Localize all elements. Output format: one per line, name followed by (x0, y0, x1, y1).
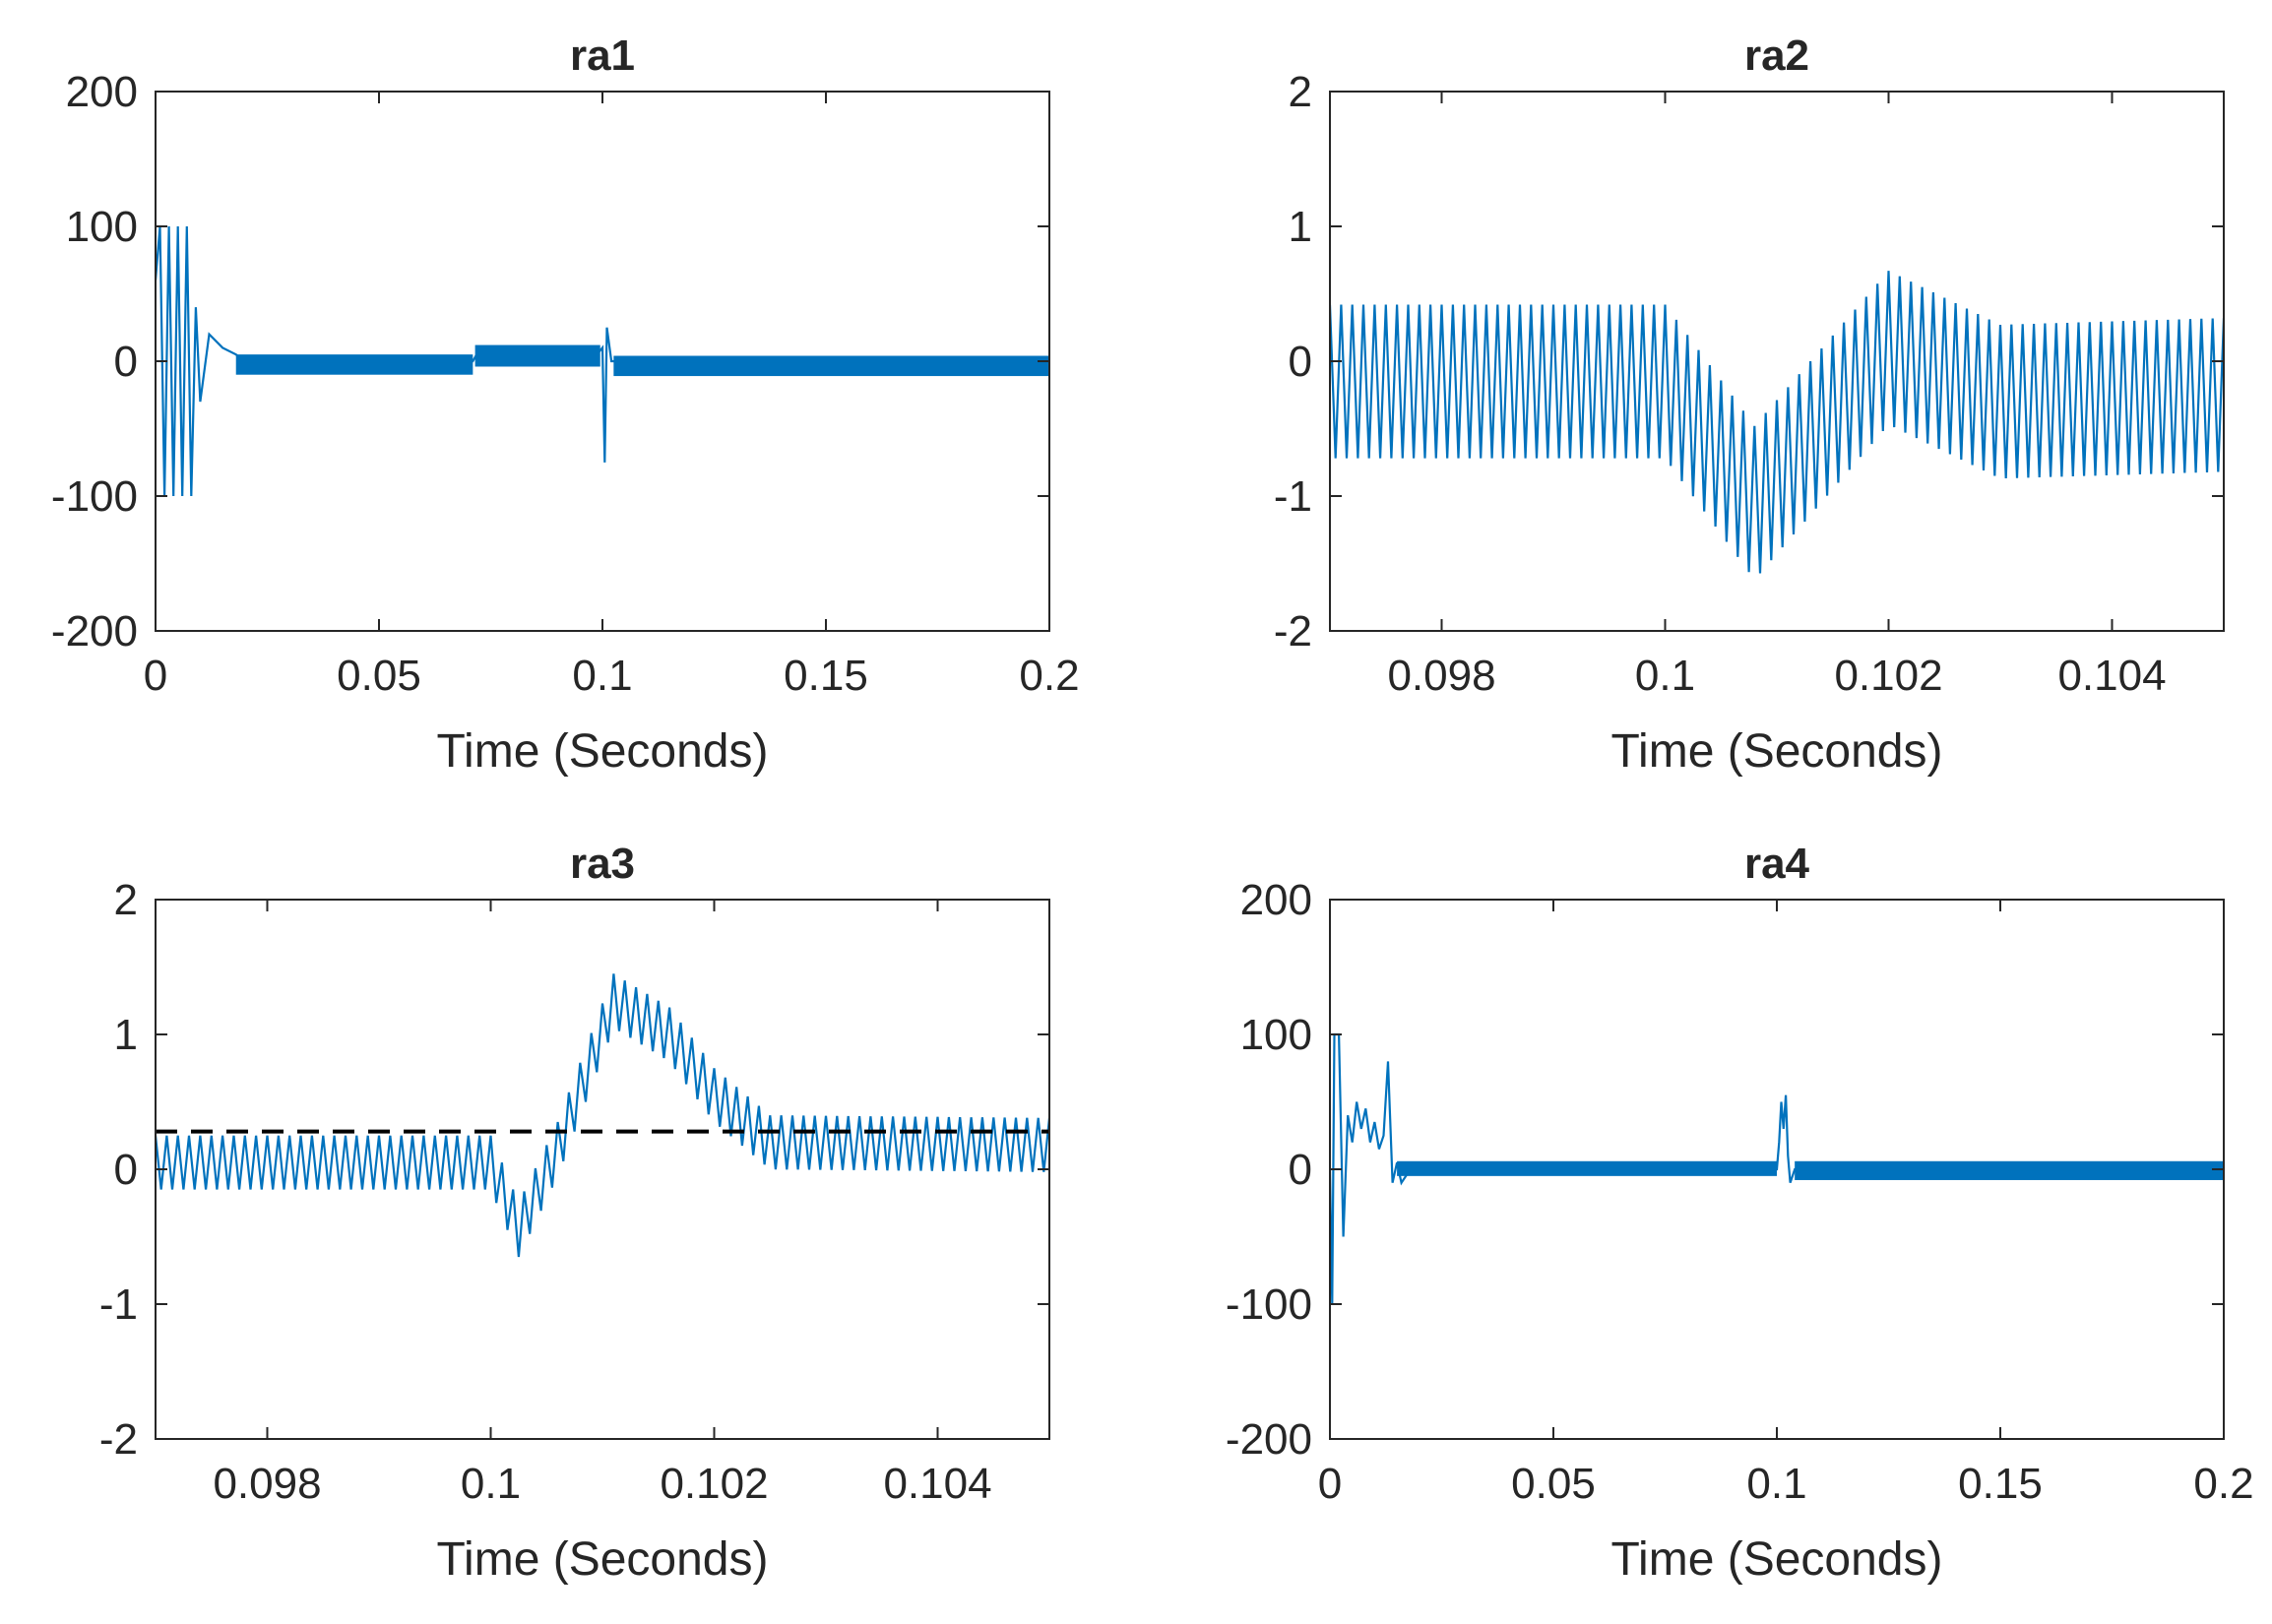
signal-band-1 (474, 344, 600, 367)
y-tick-label: -1 (1274, 472, 1312, 521)
y-tick-label: 200 (66, 68, 138, 116)
y-tick-label: -200 (51, 607, 138, 656)
series-line-ra3 (156, 973, 1049, 1258)
series-line-ra4 (1330, 1032, 2224, 1305)
y-tick-label: 200 (1240, 876, 1312, 924)
x-axis-label: Time (Seconds) (1611, 725, 1943, 778)
y-tick-label: 100 (1240, 1011, 1312, 1059)
x-tick-label: 0.104 (2057, 652, 2166, 700)
y-tick-label: 100 (66, 203, 138, 251)
series-line-ra2 (1330, 271, 2224, 574)
y-tick-label: -1 (99, 1280, 138, 1329)
x-axis-label: Time (Seconds) (437, 1533, 769, 1586)
x-tick-label: 0.2 (2193, 1460, 2253, 1508)
x-tick-label: 0.104 (883, 1460, 991, 1508)
y-tick-label: 2 (114, 876, 138, 924)
plot-content (1330, 1032, 2224, 1305)
signal-band-1 (1795, 1160, 2224, 1180)
y-tick-label: 0 (114, 338, 138, 386)
y-tick-label: -100 (51, 472, 138, 521)
chart-title: ra3 (570, 840, 635, 888)
y-tick-label: -2 (1274, 607, 1312, 656)
x-tick-label: 0.1 (1746, 1460, 1806, 1508)
x-tick-label: 0.2 (1019, 652, 1079, 700)
x-tick-label: 0.102 (1834, 652, 1942, 700)
y-tick-label: 0 (1289, 1146, 1312, 1194)
y-tick-label: 0 (1289, 338, 1312, 386)
x-tick-label: 0.15 (784, 652, 868, 700)
x-tick-label: 0.05 (1511, 1460, 1596, 1508)
plot-area (1330, 92, 2224, 631)
x-tick-label: 0.102 (660, 1460, 768, 1508)
y-tick-label: -200 (1226, 1415, 1312, 1464)
subplot-ra2: 2 1 0 -1 -2 0.098 0.1 0.102 0.104 ra2 Time (Second… (1274, 31, 2225, 778)
signal-band-2 (613, 355, 1049, 377)
x-axis-label: Time (Seconds) (1611, 1533, 1943, 1586)
chart-title: ra2 (1744, 31, 1809, 80)
x-axis-label: Time (Seconds) (437, 725, 769, 778)
y-tick-label: -2 (99, 1415, 138, 1464)
signal-band-0 (235, 354, 473, 375)
x-tick-label: 0.15 (1958, 1460, 2043, 1508)
x-tick-label: 0.098 (1387, 652, 1495, 700)
plot-content (1330, 271, 2224, 574)
plot-content (156, 973, 1049, 1258)
plot-area (156, 900, 1049, 1439)
x-tick-label: 0.1 (1635, 652, 1695, 700)
x-tick-label: 0 (144, 652, 167, 700)
chart-title: ra1 (570, 31, 635, 80)
subplot-ra3: 2 1 0 -1 -2 0.098 0.1 0.102 0.104 ra3 Time (Second… (99, 840, 1050, 1586)
y-tick-label: -100 (1226, 1280, 1312, 1329)
plot-content (156, 225, 1049, 497)
series-line-ra1 (156, 225, 1049, 497)
x-tick-label: 0.1 (461, 1460, 521, 1508)
chart-title: ra4 (1744, 840, 1810, 888)
y-tick-label: 1 (114, 1011, 138, 1059)
x-tick-label: 0 (1318, 1460, 1342, 1508)
x-tick-label: 0.098 (213, 1460, 321, 1508)
y-tick-label: 0 (114, 1146, 138, 1194)
x-tick-label: 0.1 (572, 652, 632, 700)
y-tick-label: 2 (1289, 68, 1312, 116)
y-tick-label: 1 (1289, 203, 1312, 251)
x-tick-label: 0.05 (337, 652, 421, 700)
